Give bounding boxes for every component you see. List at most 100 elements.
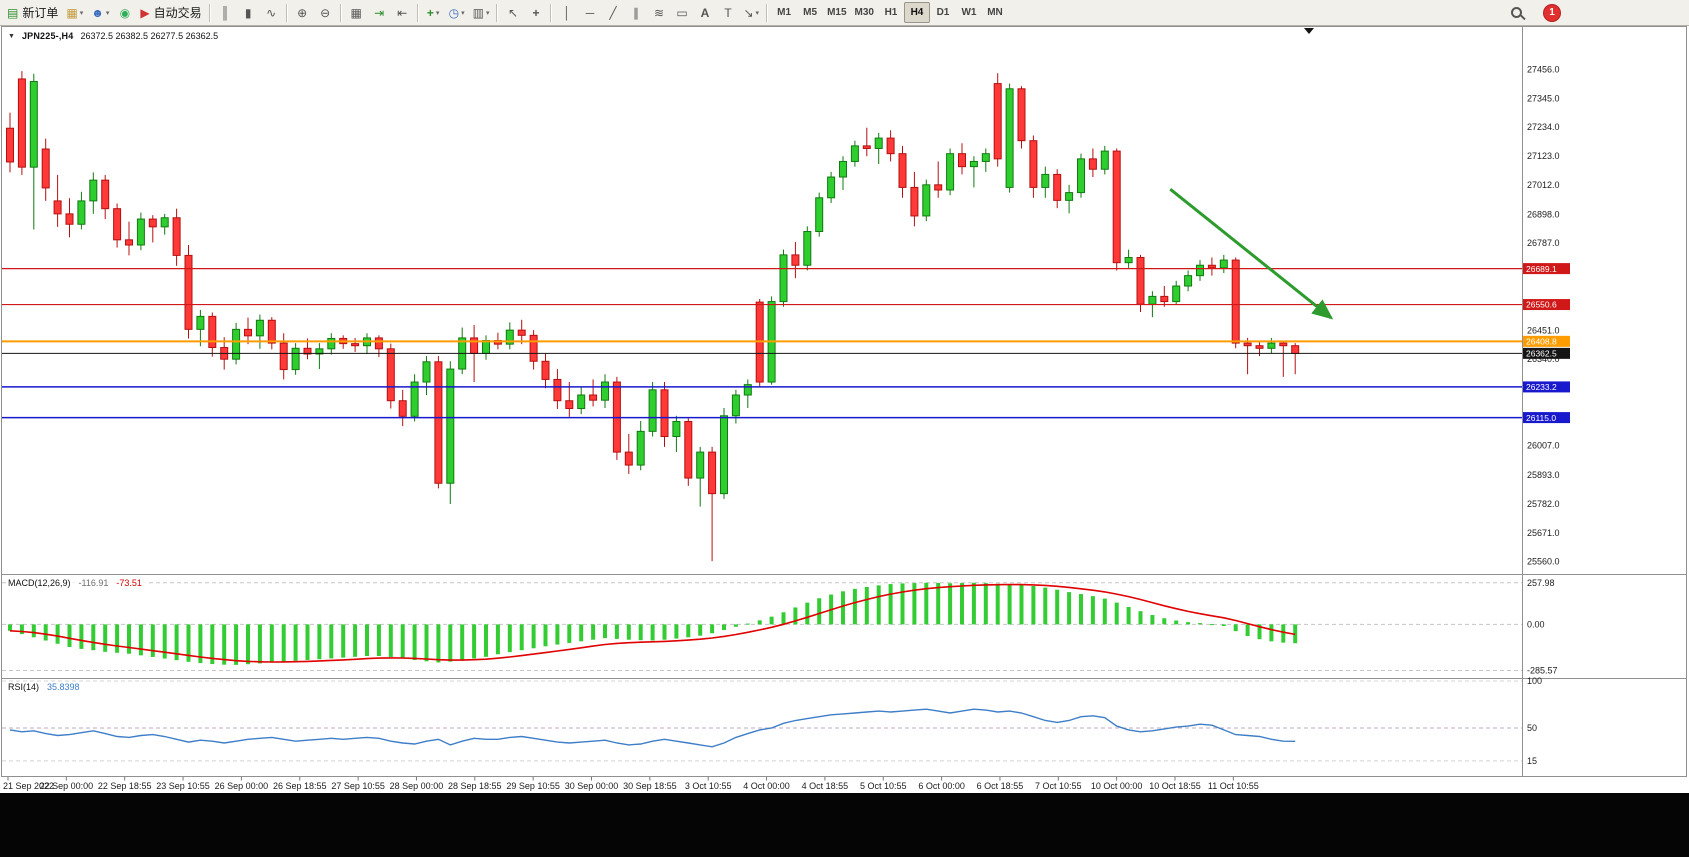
macd-bar <box>1079 594 1083 625</box>
macd-bar <box>1186 622 1191 625</box>
candle-body <box>101 179 110 210</box>
macd-bar <box>531 624 536 649</box>
macd-bar <box>400 624 405 659</box>
periods-button[interactable]: ◷ ▾ <box>445 2 469 23</box>
fibonacci-button[interactable]: ≋ <box>647 2 670 23</box>
macd-bar <box>638 624 643 641</box>
candle-body <box>1267 342 1276 349</box>
vertical-line-button[interactable]: │ <box>555 2 578 23</box>
text-button[interactable]: A <box>693 2 716 23</box>
templates-button[interactable]: ▥ ▾ <box>469 2 494 23</box>
price-badge-label: 26362.5 <box>1526 349 1557 359</box>
line-chart-button[interactable]: ∿ <box>260 2 283 23</box>
text-icon: A <box>700 5 710 20</box>
macd-signal-line <box>9 583 1296 663</box>
candle-body <box>172 217 181 256</box>
timeframe-w1[interactable]: W1 <box>961 7 977 18</box>
chart-title-bar: ▼ JPN225-,H4 26372.5 26382.5 26277.5 263… <box>8 31 218 41</box>
macd-bar <box>115 624 120 653</box>
candle-body <box>1172 285 1181 303</box>
macd-bar <box>912 583 917 625</box>
macd-bar <box>1281 624 1286 643</box>
candle-body <box>125 239 133 246</box>
timeframe-m15[interactable]: M15 <box>827 7 847 18</box>
rsi-line <box>9 708 1296 748</box>
macd-bar <box>234 624 239 665</box>
text-label-button[interactable]: T <box>716 2 739 23</box>
timeframe-d1[interactable]: D1 <box>936 7 950 18</box>
chart-workspace[interactable] <box>0 26 1689 793</box>
time-axis-label: 30 Sep 18:55 <box>623 781 677 791</box>
chart-symbol-period: JPN225-,H4 <box>21 31 74 41</box>
timeframe-h4[interactable]: H4 <box>903 2 930 23</box>
rsi-axis-label: 100 <box>1527 676 1542 686</box>
macd-bar <box>698 624 703 636</box>
timeframe-m30[interactable]: M30 <box>854 7 874 18</box>
new-chart-button[interactable]: ▦ ▾ <box>62 2 87 23</box>
scroll-marker-icon[interactable] <box>1304 28 1314 34</box>
horizontal-line-button[interactable]: ─ <box>578 2 601 23</box>
candle-body <box>267 319 276 344</box>
zoom-out-button[interactable]: ⊖ <box>314 2 337 23</box>
autotrade-button[interactable]: ▶ 自动交易 <box>136 2 205 23</box>
bar-chart-button[interactable]: ║ <box>214 2 237 23</box>
macd-bar <box>1150 615 1155 625</box>
shapes-button[interactable]: ▭ <box>670 2 693 23</box>
arrows-tool-button[interactable]: ↘ ▾ <box>739 2 763 23</box>
bottom-bar <box>0 793 1689 857</box>
toolbar-separator <box>766 3 769 22</box>
search-button[interactable] <box>1505 2 1528 23</box>
macd-bar <box>1031 586 1036 625</box>
new-order-icon: ▤ <box>7 5 19 20</box>
candle-body <box>529 334 538 362</box>
timeframe-mn[interactable]: MN <box>987 7 1003 18</box>
chart-shift-button[interactable]: ⇤ <box>391 2 414 23</box>
candle-body <box>624 451 633 466</box>
channel-button[interactable]: ∥ <box>624 2 647 23</box>
macd-bar <box>603 624 607 639</box>
candle-body <box>410 381 419 417</box>
candle-body <box>1255 345 1264 349</box>
candle-body <box>839 160 847 178</box>
candle-body <box>1124 256 1133 264</box>
horizontal-line-icon: ─ <box>585 5 595 20</box>
candle-body <box>946 153 955 191</box>
tile-windows-button[interactable]: ▦ <box>345 2 368 23</box>
trend-line-button[interactable]: ╱ <box>601 2 624 23</box>
market-watch-button[interactable]: ◉ <box>113 2 136 23</box>
price-axis-label: 26787.0 <box>1527 238 1560 248</box>
candlestick-chart-button[interactable]: ▮ <box>237 2 260 23</box>
price-axis-label: 26340.0 <box>1527 354 1560 364</box>
macd-bar <box>198 624 203 664</box>
trend-arrow[interactable] <box>1169 188 1334 320</box>
indicators-button[interactable]: + ▾ <box>422 2 445 23</box>
macd-bar <box>1090 596 1095 625</box>
candle-body <box>898 153 907 188</box>
time-axis-label: 4 Oct 18:55 <box>802 781 849 791</box>
time-axis-label: 7 Oct 10:55 <box>1035 781 1082 791</box>
time-axis-label: 22 Sep 18:55 <box>98 781 152 791</box>
candle-body <box>1279 342 1288 347</box>
crosshair-button[interactable]: + <box>524 2 547 23</box>
macd-bar <box>448 624 453 662</box>
cursor-button[interactable]: ↖ <box>501 2 524 23</box>
candle-body <box>779 254 788 303</box>
profiles-button[interactable]: ☻ ▾ <box>87 2 113 23</box>
auto-scroll-button[interactable]: ⇥ <box>368 2 391 23</box>
price-badge <box>1523 347 1570 359</box>
macd-bar <box>1019 584 1024 625</box>
candle-body <box>374 337 383 350</box>
timeframe-m1[interactable]: M1 <box>777 7 792 18</box>
macd-bar <box>507 624 512 653</box>
notification-badge[interactable]: 1 <box>1544 4 1560 21</box>
candle-body <box>232 328 241 360</box>
timeframe-m5[interactable]: M5 <box>803 7 818 18</box>
new-chart-icon: ▦ <box>66 5 78 20</box>
timeframe-h1[interactable]: H1 <box>884 7 898 18</box>
candle-body <box>77 200 86 225</box>
zoom-in-button[interactable]: ⊕ <box>291 2 314 23</box>
new-order-button[interactable]: ▤ 新订单 <box>3 2 62 23</box>
candle-body <box>672 420 681 438</box>
candle-body <box>1053 173 1062 201</box>
